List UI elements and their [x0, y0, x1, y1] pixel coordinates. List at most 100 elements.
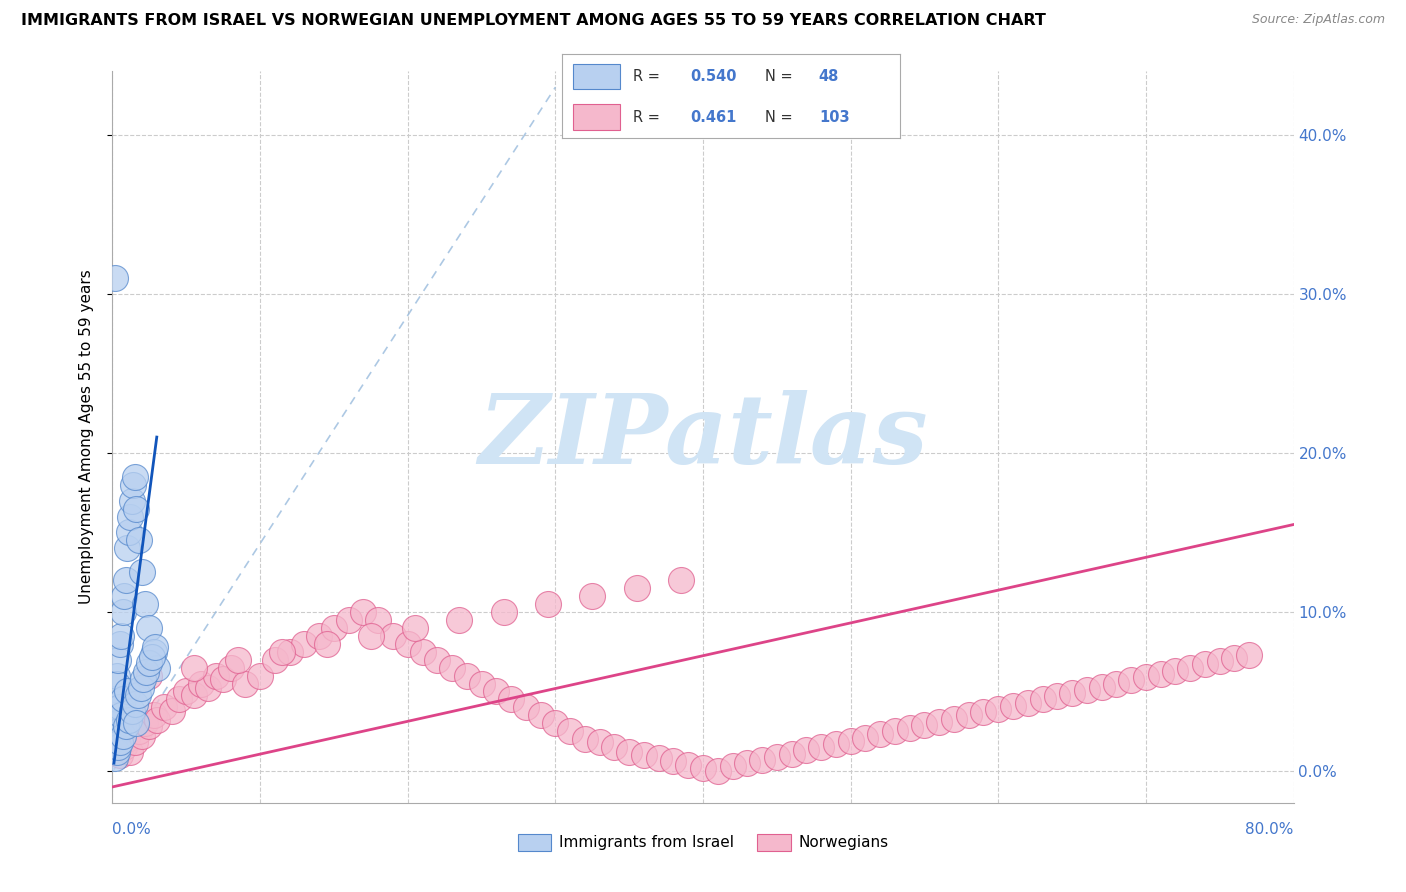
Point — [264, 653, 287, 667]
Point — [212, 672, 235, 686]
Text: 0.540: 0.540 — [690, 69, 737, 84]
Point — [141, 649, 163, 664]
Point — [103, 708, 125, 723]
Point — [124, 470, 146, 484]
Point — [135, 665, 157, 680]
Point — [352, 605, 374, 619]
Legend: Immigrants from Israel, Norwegians: Immigrants from Israel, Norwegians — [512, 828, 894, 857]
Point — [1105, 676, 1128, 690]
Point — [669, 573, 692, 587]
Point — [146, 660, 169, 674]
Point — [110, 708, 132, 723]
Point — [706, 764, 728, 778]
Point — [810, 740, 832, 755]
Point — [127, 688, 149, 702]
Point — [105, 716, 128, 731]
Text: R =: R = — [633, 110, 661, 125]
Point — [619, 745, 641, 759]
Point — [382, 629, 405, 643]
Point — [957, 708, 980, 723]
Point — [492, 605, 515, 619]
Y-axis label: Unemployment Among Ages 55 to 59 years: Unemployment Among Ages 55 to 59 years — [79, 269, 94, 605]
Point — [411, 645, 433, 659]
Point — [132, 672, 155, 686]
Point — [104, 692, 127, 706]
Point — [501, 692, 523, 706]
Point — [470, 676, 494, 690]
Point — [914, 718, 936, 732]
Point — [104, 751, 127, 765]
Point — [112, 589, 135, 603]
Point — [973, 705, 995, 719]
Point — [128, 533, 150, 548]
Point — [928, 714, 950, 729]
Point — [1135, 670, 1157, 684]
Point — [111, 692, 134, 706]
Point — [1032, 692, 1054, 706]
Point — [1194, 657, 1216, 672]
Point — [111, 729, 134, 743]
Point — [1091, 680, 1114, 694]
Text: 48: 48 — [818, 69, 839, 84]
Point — [942, 712, 965, 726]
Point — [105, 668, 128, 682]
Point — [869, 727, 891, 741]
Text: 0.461: 0.461 — [690, 110, 737, 125]
Bar — [572, 104, 620, 130]
Point — [108, 735, 131, 749]
Point — [1239, 648, 1261, 662]
Point — [626, 581, 648, 595]
Point — [780, 747, 803, 761]
Point — [1017, 696, 1039, 710]
Text: 103: 103 — [818, 110, 849, 125]
Point — [1208, 654, 1232, 668]
Point — [884, 724, 907, 739]
Text: IMMIGRANTS FROM ISRAEL VS NORWEGIAN UNEMPLOYMENT AMONG AGES 55 TO 59 YEARS CORRE: IMMIGRANTS FROM ISRAEL VS NORWEGIAN UNEM… — [21, 13, 1046, 29]
Point — [138, 719, 160, 733]
Point — [1062, 686, 1084, 700]
Point — [721, 759, 744, 773]
Point — [824, 737, 846, 751]
Bar — [572, 63, 620, 89]
Point — [128, 724, 150, 739]
Point — [117, 684, 138, 698]
Point — [117, 732, 138, 747]
Point — [167, 692, 190, 706]
Point — [114, 573, 136, 587]
Point — [138, 621, 160, 635]
Point — [110, 629, 132, 643]
Point — [111, 605, 134, 619]
Point — [174, 684, 197, 698]
Point — [558, 724, 582, 739]
Point — [153, 700, 176, 714]
Point — [766, 749, 789, 764]
Point — [603, 740, 626, 755]
Point — [647, 751, 671, 765]
Point — [190, 676, 212, 690]
Point — [120, 509, 142, 524]
Point — [118, 525, 141, 540]
Point — [108, 700, 131, 714]
Point — [323, 621, 346, 635]
Point — [121, 493, 143, 508]
Point — [839, 733, 862, 747]
Point — [633, 748, 655, 763]
Point — [529, 708, 551, 723]
Point — [1001, 698, 1024, 713]
Point — [337, 613, 360, 627]
Point — [138, 656, 160, 670]
Point — [104, 271, 127, 285]
Point — [426, 653, 449, 667]
Point — [692, 761, 714, 775]
Text: R =: R = — [633, 69, 661, 84]
Point — [121, 704, 143, 718]
Point — [131, 729, 153, 743]
Point — [219, 660, 242, 674]
Point — [107, 724, 129, 739]
Point — [278, 645, 301, 659]
Point — [441, 660, 464, 674]
Point — [134, 597, 156, 611]
Point — [205, 668, 228, 682]
Point — [107, 653, 129, 667]
Point — [226, 653, 249, 667]
